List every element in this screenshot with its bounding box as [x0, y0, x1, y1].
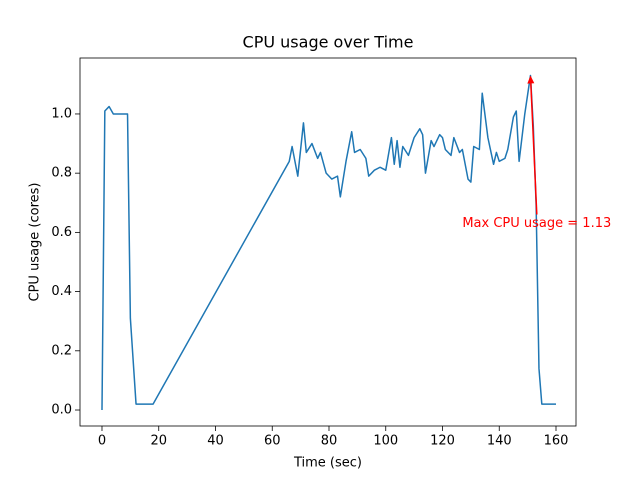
x-tick-label: 100 — [373, 434, 398, 449]
x-tick-label: 20 — [150, 434, 167, 449]
chart-title: CPU usage over Time — [243, 33, 414, 52]
y-tick-label: 0.0 — [51, 403, 72, 418]
annotation-text: Max CPU usage = 1.13 — [462, 216, 611, 231]
y-tick-label: 0.4 — [51, 284, 72, 299]
y-tick-label: 0.2 — [51, 343, 72, 358]
x-tick-label: 80 — [321, 434, 338, 449]
data-line — [101, 74, 556, 411]
annotation-arrowhead — [527, 75, 535, 84]
x-tick-label: 40 — [207, 434, 224, 449]
axes-frame — [79, 57, 577, 427]
y-axis-label: CPU usage (cores) — [28, 183, 43, 302]
annotation-arrow — [530, 83, 538, 215]
x-tick-label: 60 — [264, 434, 281, 449]
x-tick-label: 140 — [487, 434, 512, 449]
y-tick-label: 0.8 — [51, 166, 72, 181]
x-tick-label: 120 — [430, 434, 455, 449]
x-tick-label: 160 — [544, 434, 569, 449]
x-axis-label: Time (sec) — [293, 456, 362, 471]
y-tick-label: 1.0 — [51, 106, 72, 121]
x-tick-label: 0 — [98, 434, 106, 449]
y-tick-label: 0.6 — [51, 225, 72, 240]
